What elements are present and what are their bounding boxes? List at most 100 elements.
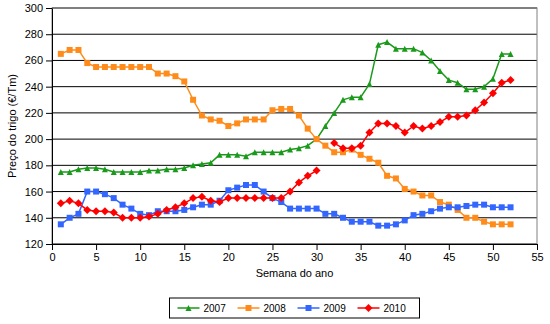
x-tick-mark bbox=[228, 244, 229, 250]
point-marker bbox=[384, 173, 390, 179]
point-marker bbox=[384, 39, 390, 45]
point-marker bbox=[181, 207, 187, 213]
point-marker bbox=[252, 116, 258, 122]
point-marker bbox=[251, 194, 259, 202]
point-marker bbox=[260, 194, 268, 202]
point bbox=[208, 160, 214, 166]
point-marker bbox=[287, 106, 293, 112]
point bbox=[305, 206, 311, 212]
y-tick: 160 bbox=[25, 186, 52, 198]
point bbox=[128, 169, 134, 175]
point bbox=[199, 202, 205, 208]
y-tick-mark bbox=[46, 139, 52, 140]
point bbox=[198, 193, 206, 201]
point bbox=[233, 194, 241, 202]
point bbox=[75, 211, 81, 217]
point-marker bbox=[508, 51, 514, 57]
y-tick-mark bbox=[46, 192, 52, 193]
point-marker bbox=[358, 94, 364, 100]
point-marker bbox=[120, 202, 126, 208]
chart: 0510152025303540455055120140160180200220… bbox=[0, 0, 550, 324]
point bbox=[251, 194, 259, 202]
point bbox=[384, 173, 390, 179]
point bbox=[295, 178, 303, 186]
point bbox=[146, 168, 152, 174]
point-marker bbox=[314, 136, 320, 142]
point bbox=[428, 208, 434, 214]
legend-marker bbox=[186, 305, 192, 311]
point bbox=[137, 169, 143, 175]
point-marker bbox=[164, 71, 170, 77]
point-marker bbox=[102, 191, 108, 197]
point bbox=[331, 110, 337, 116]
point-marker bbox=[393, 221, 399, 227]
point bbox=[490, 221, 496, 227]
point bbox=[358, 94, 364, 100]
point-marker bbox=[322, 123, 328, 129]
point bbox=[58, 221, 64, 227]
point-marker bbox=[234, 120, 240, 126]
point bbox=[155, 168, 161, 174]
point-marker bbox=[437, 206, 443, 212]
plot-frame bbox=[52, 8, 537, 244]
point-marker bbox=[436, 118, 444, 126]
point bbox=[454, 113, 462, 121]
point bbox=[437, 206, 443, 212]
x-tick: 25 bbox=[267, 244, 279, 263]
point bbox=[314, 206, 320, 212]
point bbox=[261, 116, 267, 122]
point-marker bbox=[172, 73, 178, 79]
x-tick-label: 30 bbox=[311, 251, 323, 263]
point-marker bbox=[349, 94, 355, 100]
grid bbox=[52, 8, 537, 244]
point-marker bbox=[163, 206, 171, 214]
point bbox=[446, 77, 452, 83]
point bbox=[366, 81, 372, 87]
point bbox=[436, 118, 444, 126]
point bbox=[84, 60, 90, 66]
point-marker bbox=[428, 57, 434, 63]
grid-line bbox=[52, 60, 537, 61]
y-tick-label: 120 bbox=[25, 238, 43, 250]
point-marker bbox=[261, 116, 267, 122]
x-axis: 0510152025303540455055 bbox=[49, 244, 543, 263]
point bbox=[287, 106, 293, 112]
point bbox=[499, 221, 505, 227]
point-marker bbox=[93, 189, 99, 195]
point-marker bbox=[411, 212, 417, 218]
point bbox=[296, 206, 302, 212]
point bbox=[120, 64, 126, 70]
point bbox=[358, 219, 364, 225]
point-marker bbox=[155, 168, 161, 174]
point-marker bbox=[446, 204, 452, 210]
point bbox=[260, 194, 268, 202]
point bbox=[446, 204, 452, 210]
point-marker bbox=[224, 194, 232, 202]
point bbox=[472, 202, 478, 208]
point-marker bbox=[208, 116, 214, 122]
point-marker bbox=[67, 169, 73, 175]
point bbox=[207, 197, 215, 205]
point bbox=[155, 71, 161, 77]
point-marker bbox=[137, 169, 143, 175]
point bbox=[190, 97, 196, 103]
y-tick: 280 bbox=[25, 28, 52, 40]
point-marker bbox=[463, 86, 469, 92]
point bbox=[127, 214, 135, 222]
y-axis-title: Preço do trigo (€/Tm) bbox=[6, 74, 18, 178]
point-marker bbox=[366, 219, 372, 225]
point-marker bbox=[286, 188, 294, 196]
point-marker bbox=[127, 214, 135, 222]
point-marker bbox=[243, 116, 249, 122]
point-marker bbox=[171, 203, 179, 211]
x-axis-title: Semana do ano bbox=[256, 267, 334, 279]
point-marker bbox=[331, 211, 337, 217]
legend-label: 2008 bbox=[264, 303, 287, 314]
point bbox=[296, 113, 302, 119]
legend-marker bbox=[246, 305, 252, 311]
point-marker bbox=[427, 122, 435, 130]
point bbox=[437, 199, 443, 205]
point-marker bbox=[84, 189, 90, 195]
point bbox=[217, 152, 223, 158]
point bbox=[189, 194, 197, 202]
